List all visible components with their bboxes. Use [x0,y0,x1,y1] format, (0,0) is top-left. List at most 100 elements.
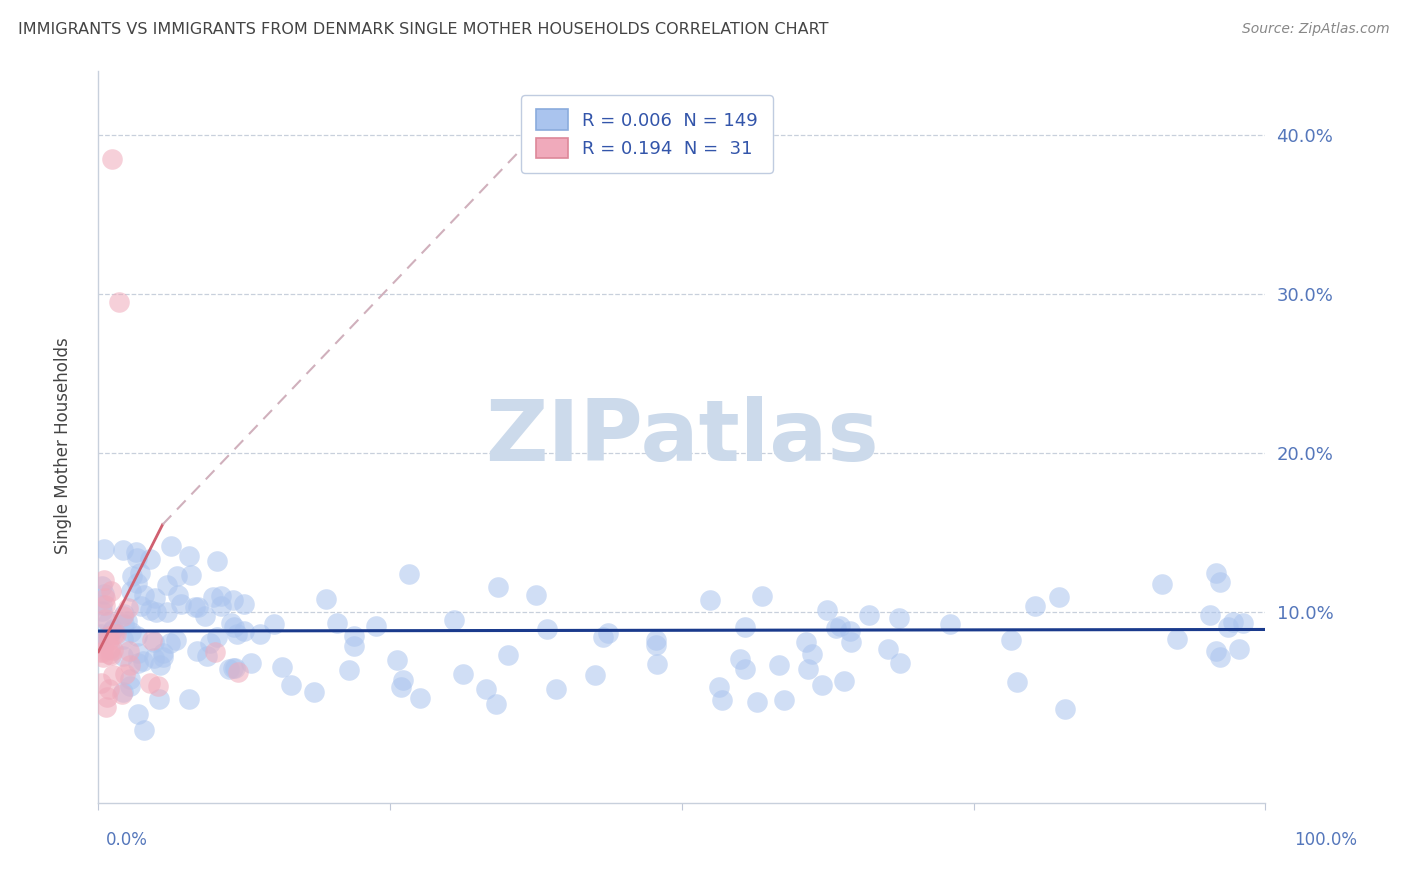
Point [233,597,256,611]
Point [385,653,408,667]
Point [1150,576,1173,591]
Point [443,614,465,628]
Point [794,634,817,648]
Point [1205,566,1227,581]
Point [1007,674,1029,689]
Point [129,599,152,614]
Point [91,598,114,612]
Point [343,639,366,653]
Point [772,692,794,706]
Point [583,667,606,681]
Point [409,691,432,706]
Point [90,627,112,641]
Point [103,622,125,636]
Point [226,627,249,641]
Point [93,632,115,647]
Point [1047,590,1070,604]
Point [156,577,179,591]
Point [114,667,136,681]
Point [707,681,730,695]
Point [751,589,773,603]
Point [115,614,138,628]
Point [389,681,412,695]
Point [165,633,187,648]
Point [98,642,121,657]
Point [195,649,218,664]
Point [496,648,519,662]
Point [228,665,250,680]
Point [938,616,960,631]
Point [832,674,855,689]
Point [118,644,141,658]
Point [139,676,162,690]
Point [124,545,146,559]
Point [1166,632,1188,647]
Point [343,628,366,642]
Point [143,634,166,648]
Point [249,627,271,641]
Point [101,624,124,638]
Point [96,700,118,714]
Point [127,656,149,670]
Point [734,620,756,634]
Point [91,645,114,659]
Point [98,647,121,661]
Point [838,624,860,639]
Point [233,624,256,639]
Point [125,629,148,643]
Point [91,632,114,647]
Point [1024,599,1046,614]
Point [120,679,142,693]
Point [839,635,862,649]
Point [280,678,302,692]
Point [858,607,880,622]
Point [1227,642,1250,657]
Point [209,599,232,614]
Point [1000,633,1022,648]
Point [747,695,769,709]
Point [811,678,834,692]
Point [768,658,790,673]
Point [91,632,114,646]
Point [117,600,139,615]
Point [91,604,114,618]
Point [100,584,122,599]
Point [93,587,115,601]
Point [1208,650,1230,665]
Point [103,668,125,682]
Text: IMMIGRANTS VS IMMIGRANTS FROM DENMARK SINGLE MOTHER HOUSEHOLDS CORRELATION CHART: IMMIGRANTS VS IMMIGRANTS FROM DENMARK SI… [18,22,828,37]
Point [451,667,474,681]
Point [647,657,669,671]
Point [112,608,135,623]
Point [201,590,224,604]
Point [186,644,208,658]
Point [218,662,240,676]
Point [134,588,156,602]
Point [485,698,508,712]
Point [98,682,121,697]
Point [366,619,388,633]
Point [544,682,567,697]
Point [125,576,148,591]
Text: ZIPatlas: ZIPatlas [485,395,879,479]
Point [221,615,243,630]
Point [111,543,134,558]
Point [149,657,172,672]
Point [198,635,221,649]
Point [1199,607,1222,622]
Point [797,662,820,676]
Point [392,673,415,687]
Point [536,622,558,636]
Point [1205,644,1227,658]
Point [120,584,142,599]
Point [1232,616,1254,631]
Point [90,675,112,690]
Point [139,603,162,617]
Point [337,663,360,677]
Point [239,657,262,671]
Text: Single Mother Households: Single Mother Households [55,338,72,554]
Point [170,597,193,611]
Point [134,723,156,738]
Point [876,642,898,657]
Point [111,687,134,701]
